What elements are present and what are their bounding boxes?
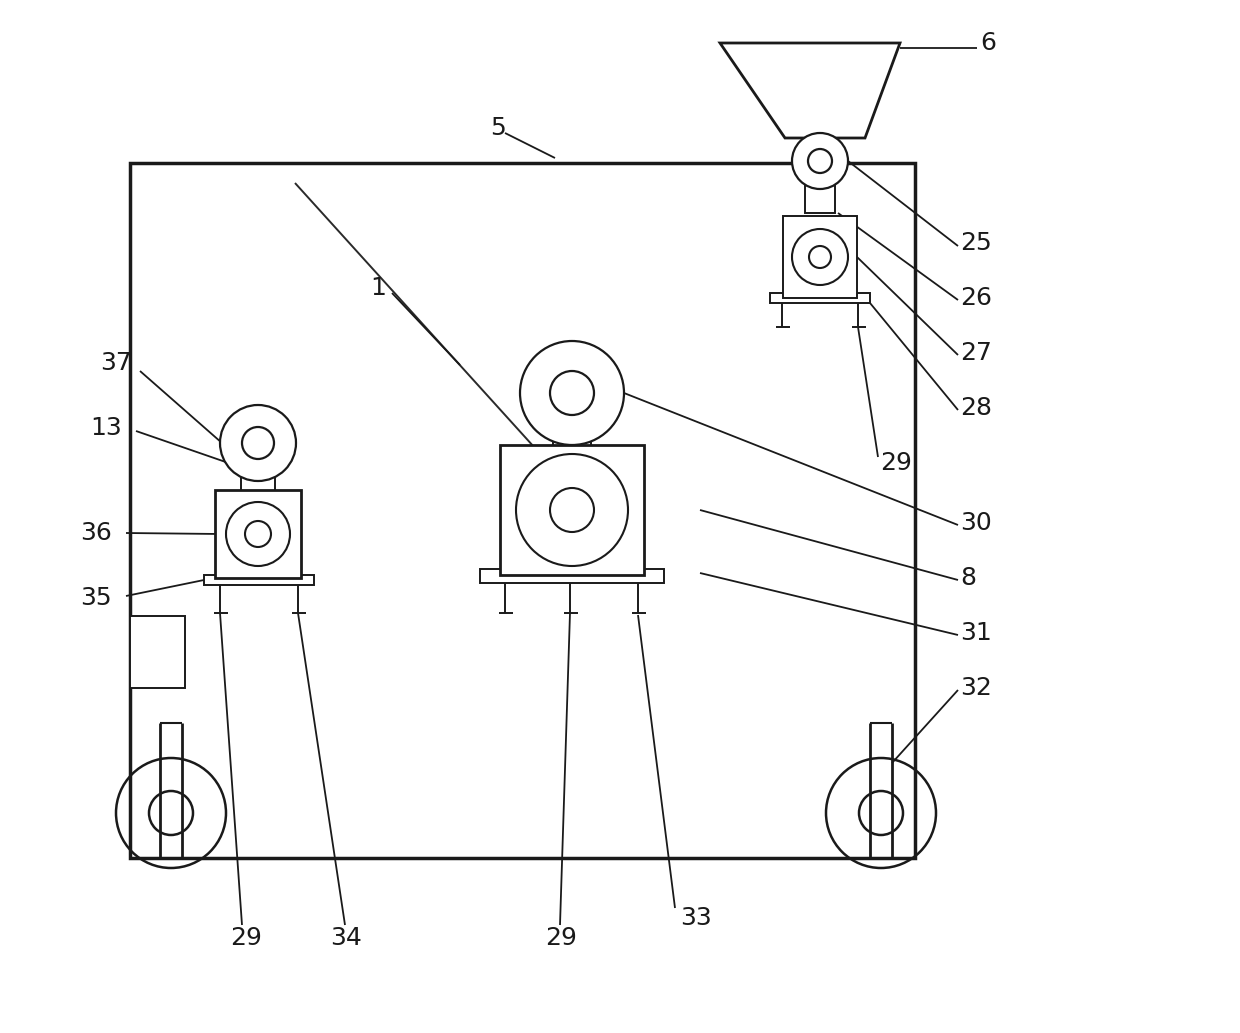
Bar [130, 616, 185, 688]
Text: 25: 25 [960, 231, 992, 255]
Text: 31: 31 [960, 621, 992, 645]
Bar [130, 163, 915, 858]
Text: 33: 33 [680, 906, 712, 930]
Bar [805, 161, 835, 213]
Text: 34: 34 [330, 926, 362, 950]
Text: 30: 30 [960, 511, 992, 535]
Circle shape [219, 405, 296, 481]
Text: 8: 8 [960, 566, 976, 590]
Text: 1: 1 [370, 276, 386, 300]
Bar [215, 490, 301, 578]
Text: 29: 29 [546, 926, 577, 950]
Bar [480, 569, 663, 583]
Text: 6: 6 [980, 31, 996, 55]
Text: 36: 36 [81, 521, 112, 545]
Text: 35: 35 [81, 586, 112, 611]
Text: 37: 37 [100, 351, 131, 375]
Text: 5: 5 [490, 116, 506, 140]
Text: 29: 29 [229, 926, 262, 950]
Text: 13: 13 [91, 416, 122, 440]
Text: 28: 28 [960, 396, 992, 420]
Bar [205, 575, 314, 585]
Text: 32: 32 [960, 676, 992, 700]
Circle shape [792, 133, 848, 189]
Bar [241, 443, 275, 495]
Bar [782, 216, 857, 298]
Bar [500, 445, 644, 575]
Text: 27: 27 [960, 341, 992, 365]
Bar [770, 293, 870, 303]
Text: 29: 29 [880, 451, 911, 475]
Bar [553, 393, 591, 458]
Text: 26: 26 [960, 286, 992, 310]
Circle shape [520, 341, 624, 445]
